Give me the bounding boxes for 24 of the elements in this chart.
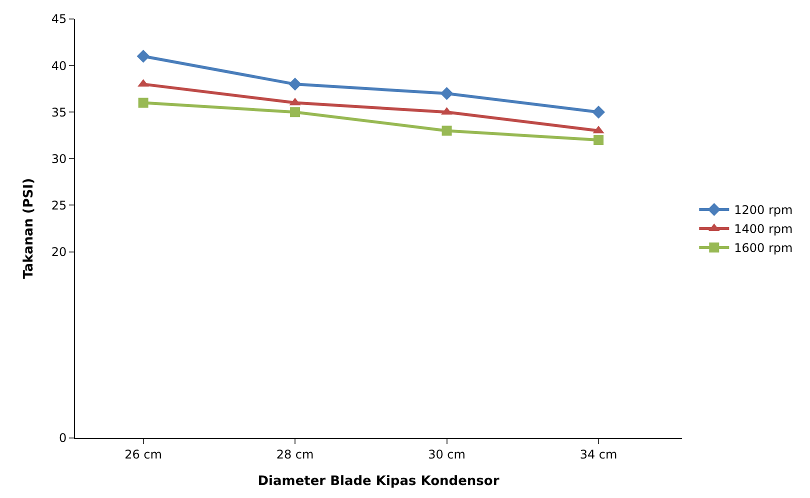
point [290,107,300,118]
point [440,86,454,100]
x-axis-title: Diameter Blade Kipas Kondensor [258,474,500,489]
x-tick-label: 28 cm [276,447,314,462]
point [136,50,150,63]
y-tick-label: 35 [51,105,67,120]
point [592,106,606,119]
y-tick-label: 30 [51,152,67,166]
legend-label: 1200 rpm [734,203,793,218]
y-tick-label: 0 [58,431,67,446]
legend-label: 1600 rpm [734,241,793,256]
y-tick-label: 45 [51,12,67,26]
point [138,98,148,108]
point [442,126,452,136]
point [594,135,604,146]
y-tick-label: 20 [51,244,67,259]
y-axis-title: Takanan (PSI) [21,178,36,279]
x-tick-label: 26 cm [124,447,162,462]
y-tick-label: 25 [51,198,67,212]
x-tick-label: 34 cm [580,447,618,462]
y-tick-label: 40 [51,58,67,73]
point [288,78,302,91]
legend-label: 1400 rpm [734,222,793,236]
x-tick-label: 30 cm [428,447,466,462]
